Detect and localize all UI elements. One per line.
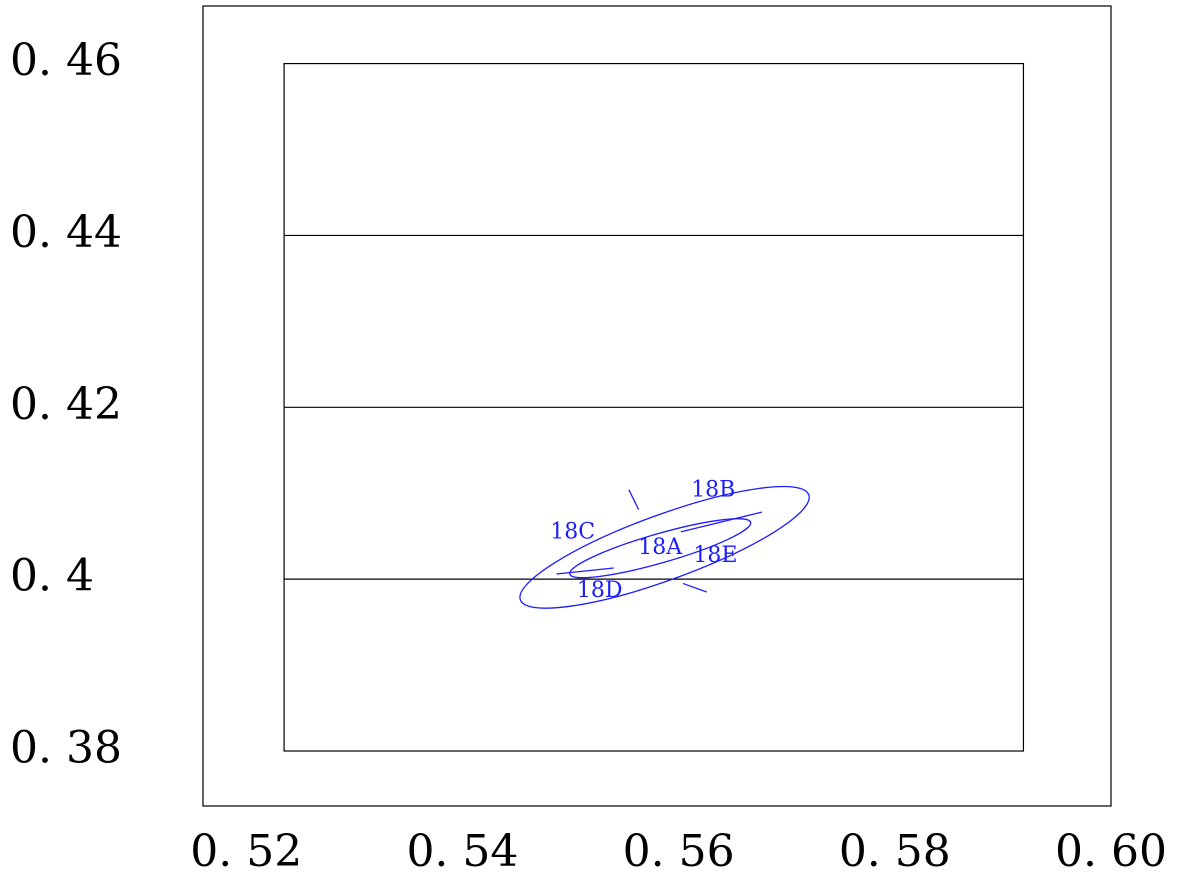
region-divider — [680, 511, 763, 533]
x-tick-label: 0. 52 — [190, 826, 302, 875]
region-label-18e: 18E — [693, 543, 737, 568]
region-label-18c: 18C — [550, 520, 595, 545]
region-label-18a: 18A — [638, 535, 683, 560]
x-tick-label: 0. 60 — [1055, 826, 1167, 875]
y-tick-labels: 0. 46 0. 44 0. 42 0. 4 0. 38 — [10, 35, 122, 773]
grid — [284, 234, 1024, 580]
region-label-18d: 18D — [577, 578, 623, 603]
inner-frame — [283, 62, 1025, 752]
region-labels: 18A 18B 18C 18D 18E — [550, 478, 737, 604]
x-tick-label: 0. 58 — [839, 826, 951, 875]
x-tick-label: 0. 54 — [406, 826, 518, 875]
region-divider — [628, 489, 640, 510]
y-tick-label: 0. 42 — [10, 379, 122, 430]
region-divider — [682, 582, 707, 593]
y-tick-label: 0. 4 — [10, 551, 94, 602]
chromaticity-regions — [519, 485, 810, 609]
x-tick-label: 0. 56 — [623, 826, 735, 875]
y-tick-label: 0. 46 — [10, 35, 122, 86]
region-divider — [556, 567, 614, 575]
y-tick-label: 0. 38 — [10, 723, 122, 774]
outer-ellipse — [519, 485, 810, 609]
y-tick-label: 0. 44 — [10, 207, 122, 258]
inner-ellipse — [569, 518, 752, 579]
region-label-18b: 18B — [691, 478, 735, 503]
x-tick-labels: 0. 52 0. 54 0. 56 0. 58 0. 60 — [190, 826, 1167, 875]
plot-frame — [202, 5, 1112, 807]
